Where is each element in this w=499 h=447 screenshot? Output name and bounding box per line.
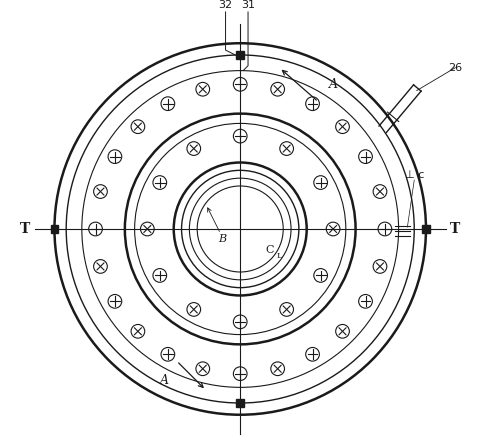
Text: T: T bbox=[20, 222, 30, 236]
Bar bbox=[422, 225, 430, 233]
Text: ⊥ c: ⊥ c bbox=[405, 170, 424, 180]
Bar bbox=[237, 399, 244, 407]
Text: L: L bbox=[276, 253, 282, 260]
Text: C: C bbox=[265, 245, 274, 256]
Text: A: A bbox=[328, 78, 338, 91]
Text: 31: 31 bbox=[241, 0, 255, 10]
Text: 32: 32 bbox=[219, 0, 233, 10]
Bar bbox=[237, 51, 244, 59]
Text: 26: 26 bbox=[448, 63, 463, 73]
Bar bbox=[50, 225, 58, 233]
Text: A: A bbox=[160, 374, 169, 387]
Text: B: B bbox=[219, 234, 227, 244]
Text: T: T bbox=[450, 222, 461, 236]
